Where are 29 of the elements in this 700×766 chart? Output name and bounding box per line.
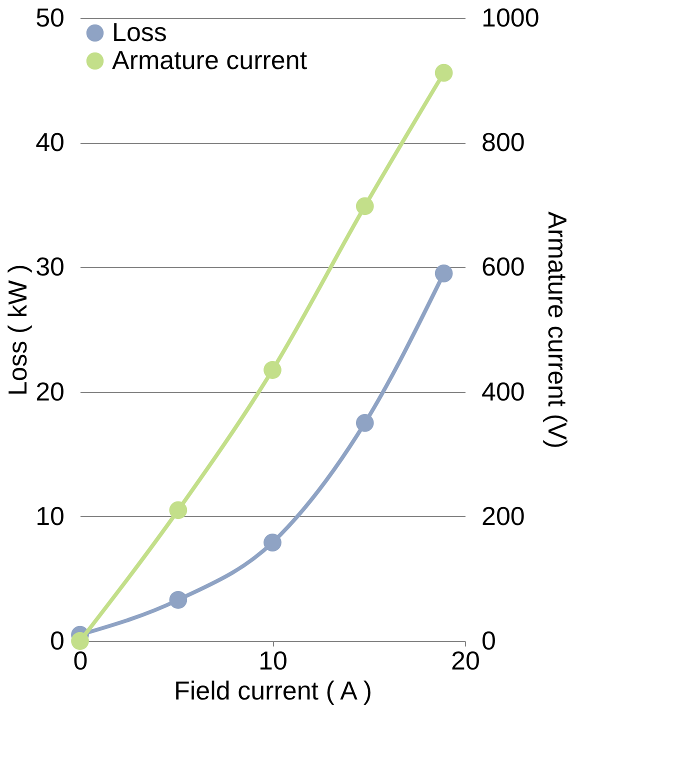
y-tick-label: 10 xyxy=(36,500,64,531)
y-tick-label: 20 xyxy=(36,376,64,406)
point xyxy=(434,264,453,282)
legend-label: Armature current xyxy=(112,45,308,75)
point xyxy=(356,197,374,216)
y2-tick-label: 0 xyxy=(482,626,496,656)
point xyxy=(71,632,89,650)
legend-label: Loss xyxy=(112,17,167,47)
y-axis-title: Loss ( kW ) xyxy=(2,264,33,396)
y2-tick-label: 600 xyxy=(482,252,525,282)
x-tick-label: 0 xyxy=(73,646,88,676)
x-tick-label: 20 xyxy=(451,646,480,676)
point xyxy=(169,501,188,520)
y-tick-label: 40 xyxy=(36,127,64,158)
point xyxy=(264,534,282,552)
point xyxy=(356,414,374,432)
y2-tick-label: 400 xyxy=(482,376,525,406)
y2-tick-label: 800 xyxy=(482,127,525,158)
x-axis-title: Field current ( A ) xyxy=(174,676,372,706)
y2-tick-label: 1000 xyxy=(482,2,540,32)
y-tick-label: 50 xyxy=(36,2,64,32)
y-tick-label: 30 xyxy=(36,252,64,282)
y-tick-label: 0 xyxy=(50,626,64,656)
point xyxy=(264,361,282,379)
x-tick-label: 10 xyxy=(258,646,288,676)
y2-tick-label: 200 xyxy=(482,500,525,531)
y2-axis-title: Armature current (V) xyxy=(542,212,572,448)
point xyxy=(169,590,188,609)
point xyxy=(434,64,453,82)
